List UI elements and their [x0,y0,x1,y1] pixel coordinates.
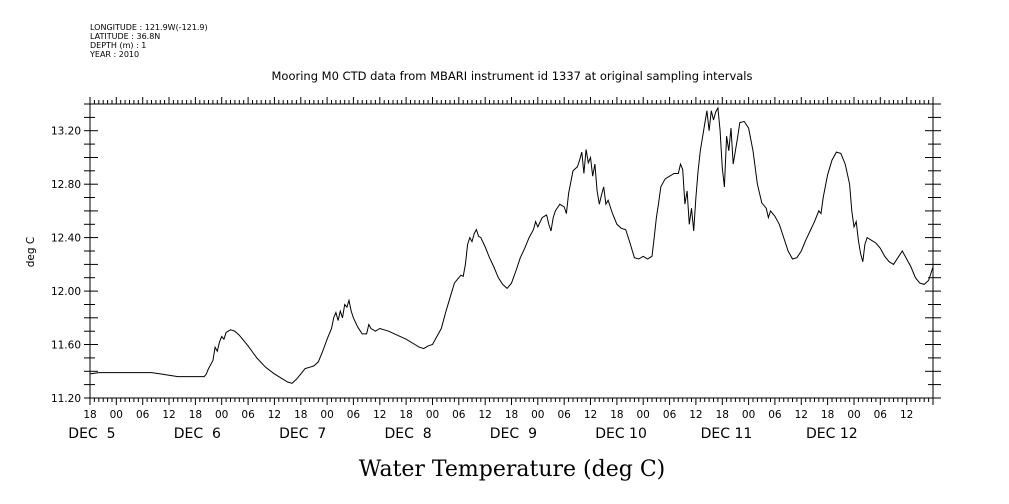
x-tick-label: 18 [821,409,834,421]
x-tick-label: 18 [610,409,623,421]
longitude-text: LONGITUDE : 121.9W(-121.9) [90,23,208,32]
y-tick-label: 11.60 [51,340,81,352]
x-tick-label: 12 [373,409,386,421]
x-tick-label: 18 [716,409,729,421]
x-tick-label: 00 [215,409,228,421]
x-tick-label: 06 [136,409,150,421]
x-tick-label: 06 [452,409,466,421]
plot-frame [89,103,934,399]
x-tick-label: 12 [584,409,597,421]
x-tick-label: 06 [241,409,255,421]
x-tick-label: 00 [637,409,650,421]
day-label: DEC 11 [701,426,753,442]
year-text: YEAR : 2010 [89,50,139,59]
x-axis-day-labels: DEC 5 DEC 6 DEC 7 DEC 8 DEC 9 DEC 10 DEC 11 DEC… [68,426,857,442]
x-tick-label: 18 [189,409,202,421]
x-tick-label: 18 [83,409,96,421]
x-tick-label: 12 [162,409,175,421]
x-tick-label: 06 [768,409,782,421]
x-tick-label: 00 [426,409,439,421]
y-axis-label: deg C [25,237,37,267]
day-label: DEC 5 [68,426,115,442]
x-tick-label: 18 [294,409,307,421]
x-tick-label: 00 [531,409,544,421]
y-axis-ticks: 11.20 11.60 12.00 12.40 12.80 13.20 [51,103,941,405]
x-axis-title: Water Temperature (deg C) [359,457,666,482]
x-axis-hour-labels: 18 00 06 12 18 00 06 12 18 00 06 12 18 00 06 12 18 00 06 12… [83,409,913,421]
y-tick-label: 12.00 [51,286,81,298]
day-label: DEC 10 [595,426,647,442]
y-tick-label: 12.80 [51,179,81,191]
day-label: DEC 8 [385,426,432,442]
series-line [89,106,934,384]
day-label: DEC 6 [174,426,221,442]
x-tick-label: 00 [742,409,755,421]
x-tick-label: 18 [505,409,518,421]
day-label: DEC 12 [806,426,858,442]
x-tick-label: 12 [689,409,702,421]
depth-text: DEPTH (m) : 1 [90,41,146,50]
x-tick-label: 12 [268,409,281,421]
x-tick-label: 12 [900,409,913,421]
x-tick-label: 18 [399,409,412,421]
x-axis-ticks [89,97,934,405]
day-label: DEC 9 [490,426,537,442]
x-tick-label: 00 [847,409,860,421]
latitude-text: LATITUDE : 36.8N [90,32,160,41]
x-tick-label: 06 [347,409,361,421]
y-tick-label: 12.40 [51,233,81,245]
chart-title: Mooring M0 CTD data from MBARI instrumen… [272,69,753,83]
x-tick-label: 06 [874,409,888,421]
x-tick-label: 06 [663,409,677,421]
x-tick-label: 12 [795,409,808,421]
y-tick-label: 11.20 [51,393,81,405]
x-tick-label: 00 [320,409,333,421]
x-tick-label: 12 [479,409,492,421]
y-tick-label: 13.20 [51,126,81,138]
x-tick-label: 00 [110,409,123,421]
x-tick-label: 06 [558,409,572,421]
metadata-block: LONGITUDE : 121.9W(-121.9) LATITUDE : 36… [89,23,208,59]
day-label: DEC 7 [279,426,326,442]
